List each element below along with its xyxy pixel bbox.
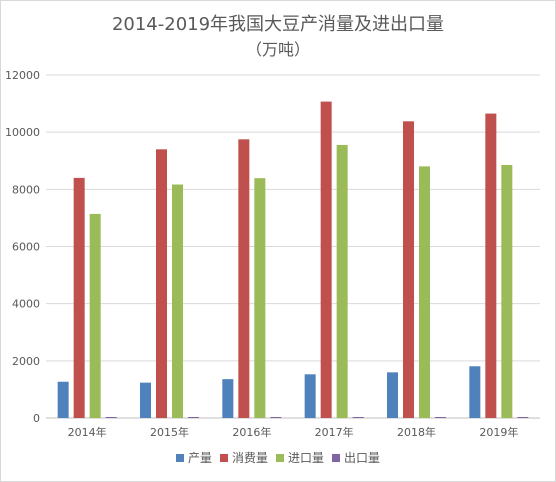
- y-tick-label: 6000: [12, 241, 40, 254]
- y-tick-label: 8000: [12, 183, 40, 196]
- bar: [387, 372, 398, 418]
- bar: [469, 366, 481, 418]
- x-tick-label: 2015年: [150, 425, 189, 439]
- y-tick-label: 0: [33, 412, 40, 425]
- x-tick-label: 2018年: [397, 425, 436, 439]
- chart-title: 2014-2019年我国大豆产消量及进出口量: [111, 14, 445, 35]
- bar: [352, 417, 364, 418]
- y-tick-label: 12000: [5, 69, 40, 82]
- bar: [254, 178, 266, 418]
- legend-label: 进口量: [288, 451, 324, 465]
- bar: [238, 139, 250, 418]
- bar: [89, 213, 101, 418]
- y-tick-label: 2000: [12, 355, 40, 368]
- y-tick-label: 4000: [12, 298, 40, 311]
- legend-label: 出口量: [344, 451, 380, 465]
- bar: [304, 374, 316, 418]
- y-tick-label: 10000: [5, 126, 40, 139]
- bar: [336, 144, 348, 418]
- bar: [403, 121, 414, 419]
- bar: [485, 113, 497, 419]
- bar: [172, 184, 183, 418]
- x-tick-label: 2019年: [479, 425, 518, 439]
- legend-swatch: [276, 454, 284, 462]
- bar: [517, 417, 529, 418]
- bar: [188, 417, 199, 418]
- legend-swatch: [220, 454, 228, 462]
- bar: [222, 379, 234, 418]
- legend-label: 消费量: [232, 451, 268, 465]
- x-tick-label: 2017年: [315, 425, 354, 439]
- legend-swatch: [176, 454, 184, 462]
- legend-swatch: [332, 454, 340, 462]
- bar: [57, 381, 69, 418]
- chart-subtitle: （万吨）: [245, 40, 310, 59]
- bar: [419, 166, 430, 418]
- bar: [320, 101, 332, 419]
- bar: [140, 382, 151, 418]
- bar: [435, 417, 446, 418]
- bar: [73, 177, 85, 418]
- bar: [501, 165, 513, 418]
- x-tick-label: 2014年: [68, 425, 107, 439]
- bar: [270, 417, 282, 418]
- x-tick-label: 2016年: [232, 425, 271, 439]
- bar: [156, 149, 167, 419]
- legend-label: 产量: [188, 451, 212, 465]
- bar: [105, 417, 117, 418]
